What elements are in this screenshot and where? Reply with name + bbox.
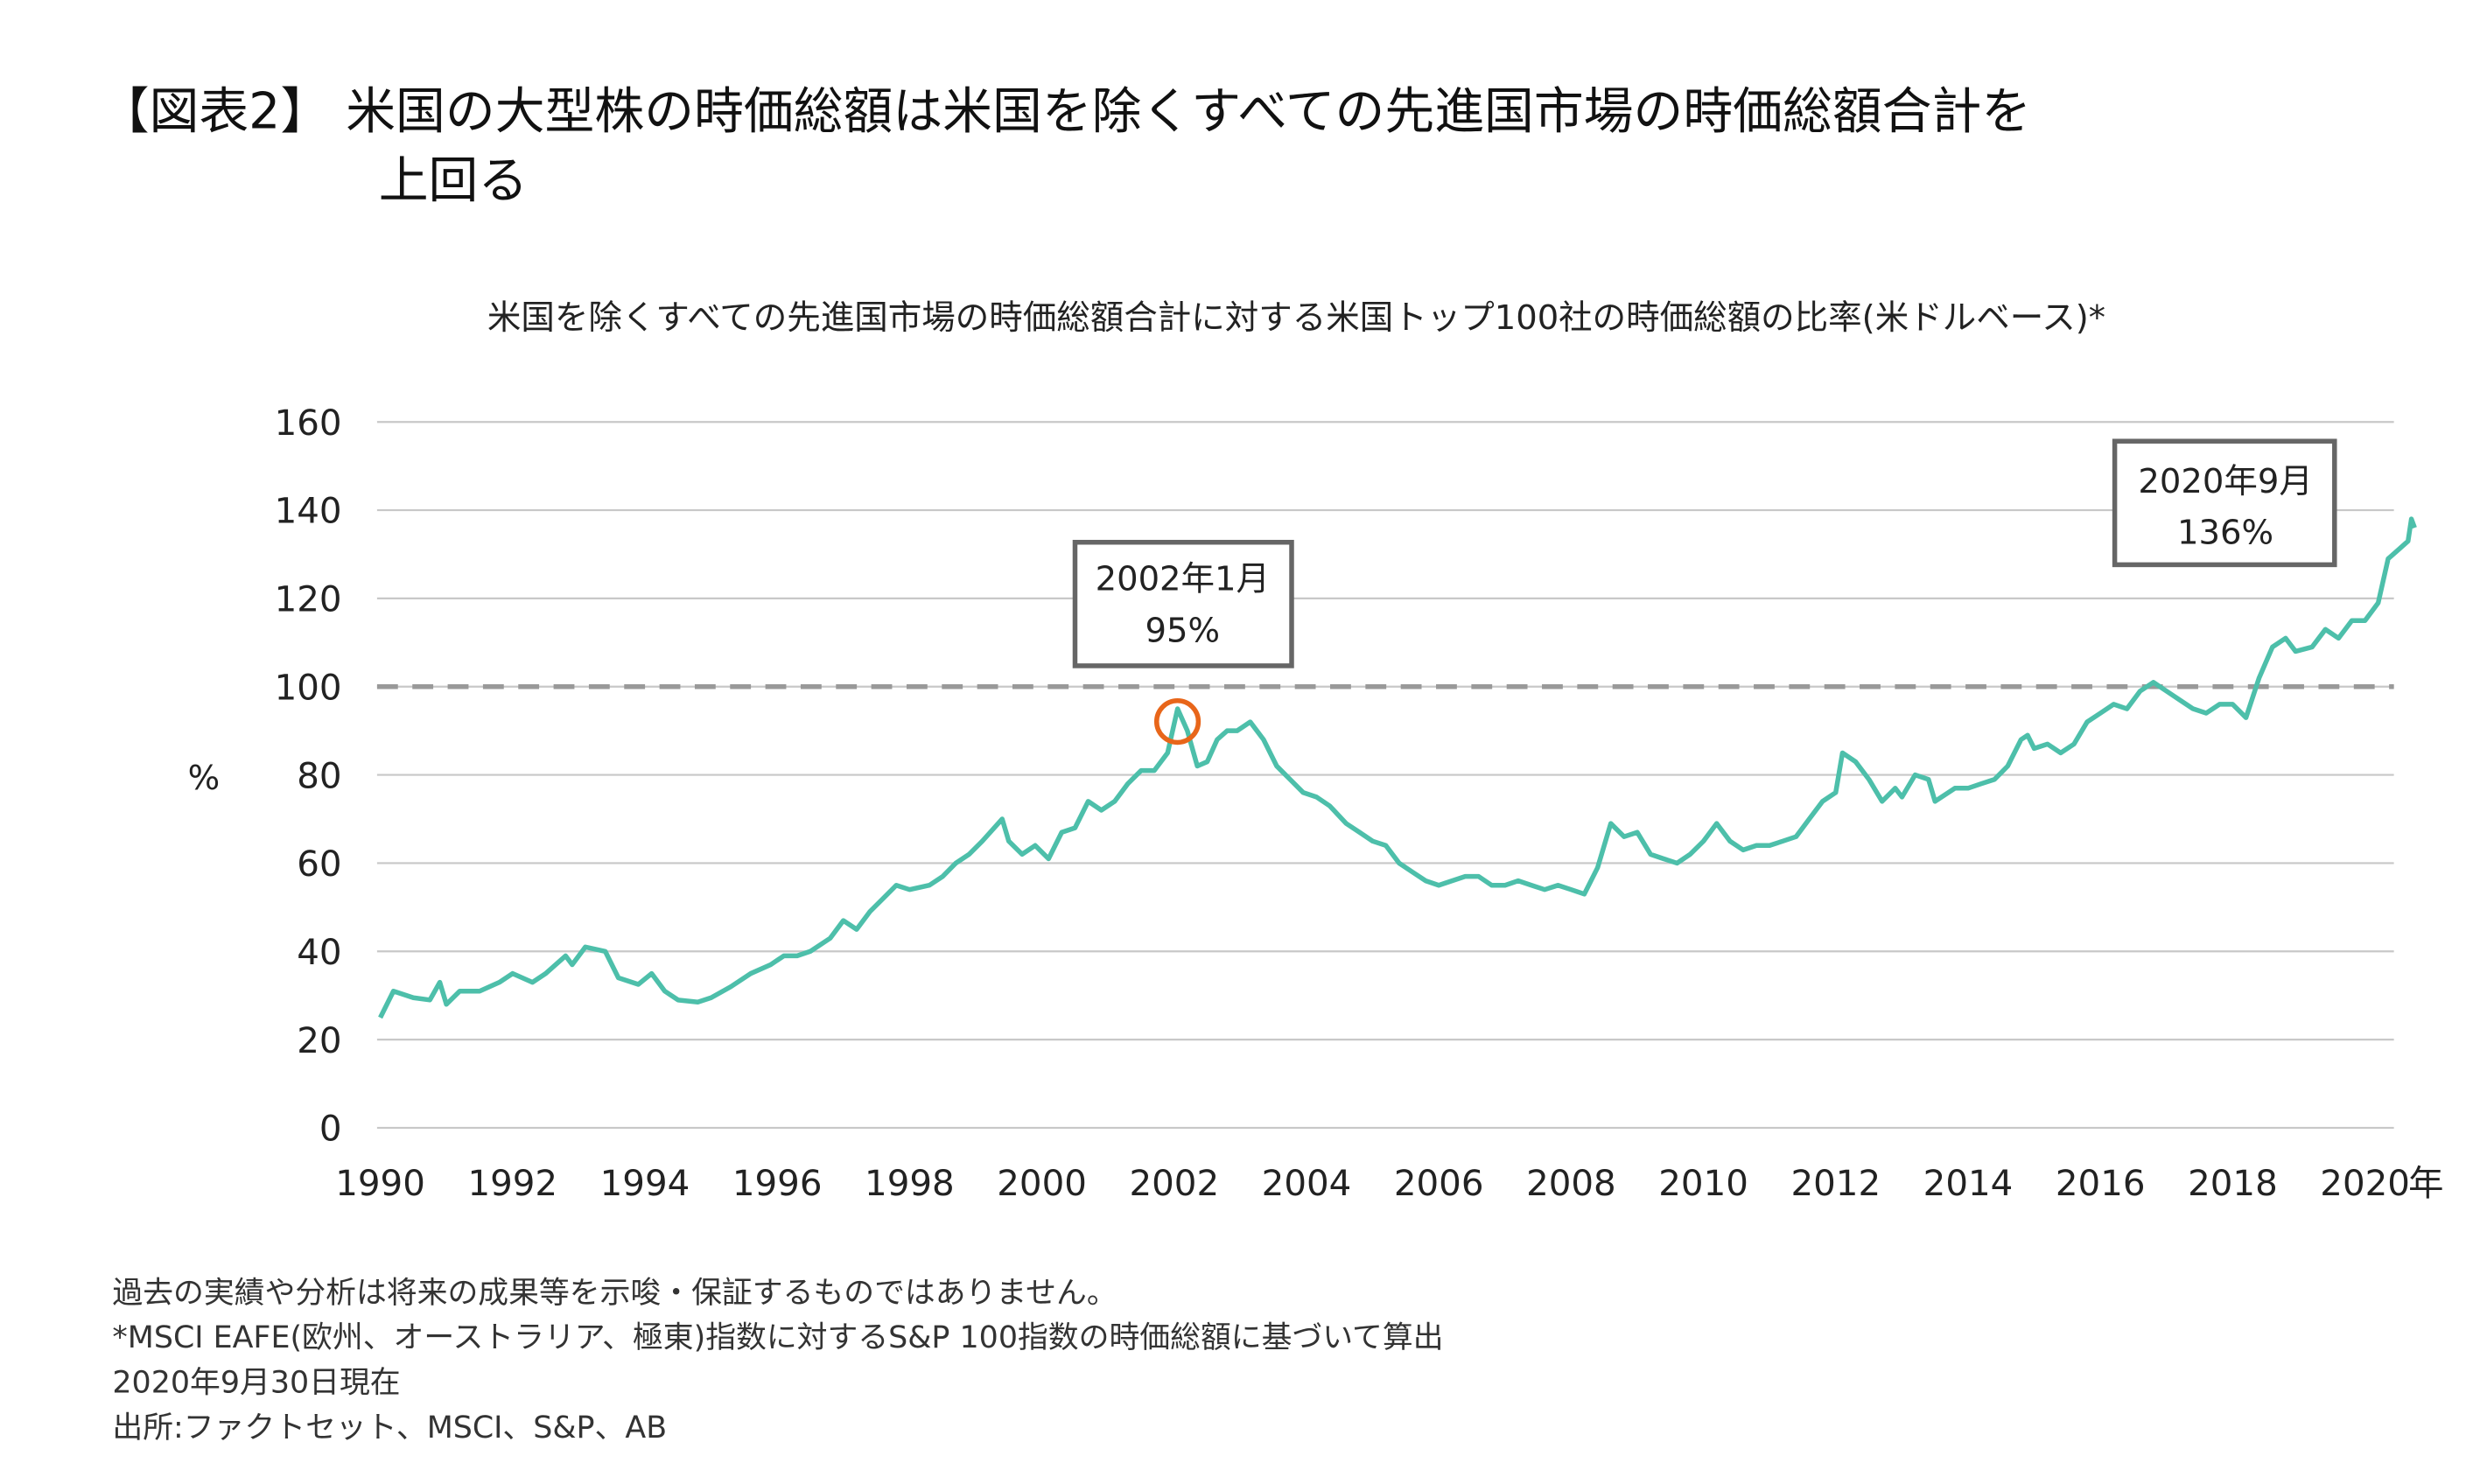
x-tick-label: 2002 xyxy=(1129,1163,1219,1204)
y-tick-label: 140 xyxy=(275,491,342,532)
x-tick-label: 2006 xyxy=(1394,1163,1484,1204)
footnote-method: *MSCI EAFE(欧州、オーストラリア、極東)指数に対するS&P 100指数… xyxy=(112,1320,1443,1355)
x-tick-label: 2012 xyxy=(1790,1163,1881,1204)
y-tick-labels: 0 20 40 60 80 100 120 140 160 xyxy=(275,402,342,1150)
x-tick-label: 2014 xyxy=(1923,1163,2014,1204)
x-tick-label: 2020 xyxy=(2320,1163,2410,1204)
x-tick-label: 2010 xyxy=(1658,1163,1748,1204)
y-tick-label: 40 xyxy=(297,932,341,973)
annotation-2020-label: 2020年9月 xyxy=(2138,462,2312,501)
peak-highlight-circle xyxy=(1153,698,1201,746)
footnote-disclaimer: 過去の実績や分析は将来の成果等を示唆・保証するものではありません。 xyxy=(112,1276,1117,1311)
annotation-2020-value: 136% xyxy=(2177,514,2273,553)
series-line xyxy=(378,516,2417,1019)
x-tick-label: 2004 xyxy=(1262,1163,1352,1204)
y-tick-label: 20 xyxy=(297,1020,341,1061)
y-tick-label: 60 xyxy=(297,844,341,885)
annotation-2002-label: 2002年1月 xyxy=(1096,560,1270,599)
annotation-2020: 2020年9月 136% xyxy=(2112,438,2337,568)
y-tick-label: 120 xyxy=(275,579,342,620)
x-tick-label: 1992 xyxy=(467,1163,557,1204)
x-axis-unit: 年 xyxy=(2408,1163,2443,1204)
annotation-2002-value: 95% xyxy=(1145,611,1221,650)
x-tick-label: 2018 xyxy=(2188,1163,2278,1204)
y-tick-label: 80 xyxy=(297,755,341,796)
gridlines xyxy=(376,421,2394,1130)
x-tick-label: 1998 xyxy=(865,1163,955,1204)
y-axis-label: % xyxy=(188,759,221,798)
y-tick-label: 0 xyxy=(319,1109,342,1150)
x-tick-label: 2016 xyxy=(2056,1163,2146,1204)
y-tick-label: 160 xyxy=(275,402,342,444)
y-tick-label: 100 xyxy=(275,667,342,708)
footnote-source: 出所:ファクトセット、MSCI、S&P、AB xyxy=(112,1410,667,1446)
chart-title: 米国を除くすべての先進国市場の時価総額合計に対する米国トップ100社の時価総額の… xyxy=(487,298,2105,338)
x-tick-label: 2000 xyxy=(997,1163,1087,1204)
footnote-date: 2020年9月30日現在 xyxy=(112,1365,400,1400)
x-tick-label: 1990 xyxy=(335,1163,425,1204)
page-title-line1: 【図表2】 米国の大型株の時価総額は米国を除くすべての先進国市場の時価総額合計を xyxy=(100,83,2031,141)
x-tick-label: 2008 xyxy=(1526,1163,1616,1204)
page-title-line2: 上回る xyxy=(379,152,528,210)
x-tick-labels: 1990 1992 1994 1996 1998 2000 2002 2004 2006 2008… xyxy=(335,1163,2410,1204)
x-tick-label: 1996 xyxy=(732,1163,823,1204)
x-tick-label: 1994 xyxy=(600,1163,690,1204)
annotation-2002: 2002年1月 95% xyxy=(1072,539,1294,668)
